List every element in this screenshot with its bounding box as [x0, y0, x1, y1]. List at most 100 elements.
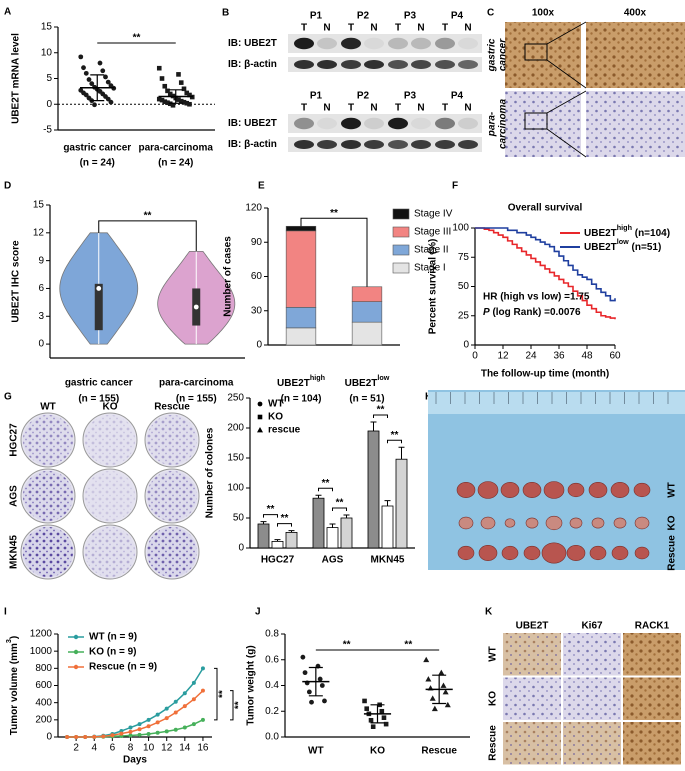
- point: [440, 682, 447, 688]
- legend-label: KO: [268, 412, 283, 423]
- point: [156, 96, 162, 102]
- blot-lane-label: T: [442, 103, 448, 114]
- significance-label: **: [267, 504, 275, 515]
- y-tick-label: 0: [256, 340, 262, 351]
- y-tick-label: 10: [41, 47, 53, 58]
- annotation-part: (log Rank) =0.0076: [490, 307, 581, 318]
- series-line: [67, 667, 204, 738]
- bar-segment: [285, 225, 317, 232]
- x-tick-label: WT: [308, 746, 324, 757]
- x-tick-label: 12: [161, 743, 173, 754]
- y-tick-label: 0.8: [265, 629, 279, 640]
- blot-column-label: P2: [357, 91, 370, 102]
- y-tick-label: 120: [245, 203, 262, 214]
- y-axis-label-part: 3: [4, 639, 13, 643]
- x-tick-label: 4: [91, 743, 97, 754]
- legend-label: KO (n = 9): [89, 647, 137, 658]
- point: [146, 724, 151, 729]
- point: [178, 80, 184, 85]
- column-label: Rescue: [154, 402, 190, 413]
- point: [176, 72, 181, 77]
- y-tick-label: 50: [233, 513, 245, 524]
- annotation: HR (high vs low) =1.75: [483, 292, 590, 303]
- error-bar: [398, 446, 405, 460]
- y-tick-label: 0.4: [265, 680, 279, 691]
- bar-segment: [285, 327, 317, 346]
- y-tick-label: 6: [38, 283, 44, 294]
- point: [438, 669, 445, 676]
- legend-label: WT (n = 9): [89, 632, 137, 643]
- column-label: KO: [103, 402, 118, 413]
- blot-lane-label: T: [395, 103, 401, 114]
- point: [159, 97, 165, 103]
- blot-lane-label: T: [301, 103, 307, 114]
- x-tick-label: gastric cancer: [65, 378, 133, 389]
- blot-band: [341, 60, 361, 69]
- point: [362, 698, 367, 704]
- blot-column-label: P1: [310, 11, 323, 22]
- point: [105, 79, 111, 85]
- blot-band: [388, 140, 408, 149]
- bar: [312, 497, 325, 549]
- blot-lane-label: N: [370, 23, 377, 34]
- y-tick-label: 150: [227, 453, 244, 464]
- x-tick-label: 2: [73, 743, 79, 754]
- plate-colonies: [147, 471, 197, 521]
- x-tick-label: 36: [553, 351, 565, 362]
- blot-band: [364, 60, 384, 69]
- x-tick-label: 10: [143, 743, 155, 754]
- blot-row-label: IB: UBE2T: [228, 118, 277, 129]
- point: [191, 680, 196, 685]
- blot-column-label: P3: [404, 91, 417, 102]
- blot-band: [341, 140, 361, 149]
- error-bar: [329, 523, 336, 528]
- plate-colonies: [85, 415, 135, 465]
- point: [317, 676, 323, 682]
- ihc-image: [586, 91, 685, 157]
- y-tick-label: 60: [251, 271, 263, 282]
- panel-letter: F: [452, 181, 458, 192]
- point: [105, 96, 111, 102]
- tumor: [613, 517, 627, 529]
- point: [164, 706, 169, 711]
- tumor: [541, 542, 567, 564]
- tumor: [567, 482, 585, 498]
- series-line: [67, 690, 204, 738]
- significance-bracket: [318, 487, 333, 492]
- significance-label: **: [322, 478, 330, 489]
- tumor: [500, 482, 520, 498]
- x-axis-label: Days: [123, 755, 147, 766]
- x-tick-label: (n = 24): [158, 158, 193, 169]
- y-tick-label: 1200: [30, 629, 53, 640]
- panel-letter: B: [222, 8, 229, 19]
- plate-colonies: [85, 471, 135, 521]
- y-tick-label: 15: [33, 200, 45, 211]
- tumor: [633, 482, 651, 498]
- x-tick-label: 24: [525, 351, 537, 362]
- plate-colonies: [85, 527, 135, 577]
- x-tick-label: para-carcinoma: [139, 143, 214, 154]
- y-tick-label: 15: [41, 22, 53, 33]
- legend-label-part: low: [617, 237, 629, 246]
- blot-band: [364, 37, 384, 50]
- point: [78, 54, 84, 60]
- point: [173, 699, 178, 704]
- legend-label: Stage I: [414, 263, 446, 274]
- point: [379, 708, 385, 714]
- legend-label: Stage III: [414, 227, 451, 238]
- zoom-line: [546, 21, 587, 89]
- bar: [395, 458, 408, 549]
- point: [103, 74, 108, 80]
- ihc-image: [623, 722, 681, 765]
- significance-bracket: [98, 220, 197, 252]
- bar: [340, 517, 353, 549]
- x-tick-label: (n = 51): [349, 394, 384, 405]
- legend-label-part: UBE2T: [584, 228, 617, 239]
- legend-label-part: (n=51): [629, 242, 662, 253]
- blot-band: [435, 37, 455, 50]
- row-label: HGC27: [9, 423, 20, 457]
- x-tick-label: 8: [128, 743, 134, 754]
- plate-colonies: [23, 527, 73, 577]
- tumor: [478, 545, 498, 561]
- significance-bracket: [300, 217, 368, 287]
